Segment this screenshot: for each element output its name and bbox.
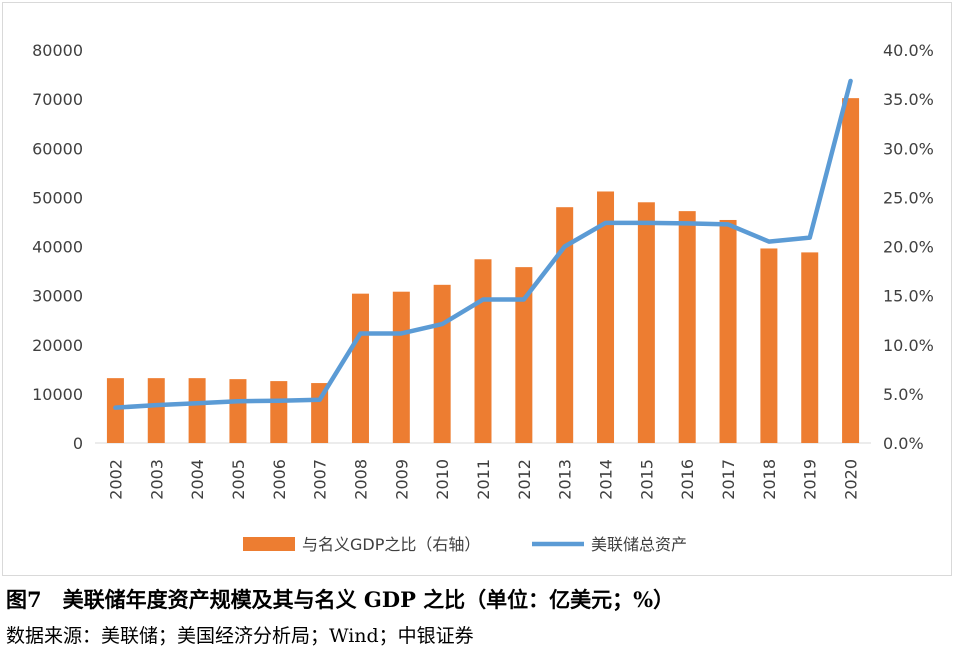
legend-bar-label: 与名义GDP之比（右轴） xyxy=(302,535,480,554)
left-tick-label: 70000 xyxy=(32,90,83,109)
bar-2018 xyxy=(760,248,778,443)
bar-2013 xyxy=(556,207,574,443)
right-tick-label: 0.0% xyxy=(883,434,924,453)
left-tick-label: 0 xyxy=(73,434,83,453)
x-tick-label: 2020 xyxy=(842,459,861,500)
bar-2008 xyxy=(351,293,369,443)
bar-2005 xyxy=(229,379,247,443)
left-tick-label: 50000 xyxy=(32,188,83,207)
x-tick-label: 2008 xyxy=(351,459,370,500)
combo-chart: 0 10000 20000 30000 40000 50000 60000 70000 8000… xyxy=(32,41,934,554)
x-tick-label: 2017 xyxy=(719,459,738,500)
bar-series xyxy=(106,98,860,443)
x-tick-label: 2019 xyxy=(801,459,820,500)
bar-2009 xyxy=(392,291,410,443)
right-tick-label: 10.0% xyxy=(883,336,934,355)
bar-2003 xyxy=(147,378,165,443)
legend: 与名义GDP之比（右轴） 美联储总资产 xyxy=(243,535,687,554)
bar-2012 xyxy=(515,267,533,443)
x-tick-label: 2007 xyxy=(311,459,330,500)
x-tick-label: 2009 xyxy=(392,459,411,500)
data-source: 数据来源：美联储；美国经济分析局；Wind；中银证券 xyxy=(6,625,474,647)
bar-2019 xyxy=(801,252,819,443)
left-axis-ticks: 0 10000 20000 30000 40000 50000 60000 70000 8000… xyxy=(32,41,83,453)
bar-2016 xyxy=(678,211,696,443)
chart-frame: 0 10000 20000 30000 40000 50000 60000 70000 8000… xyxy=(2,2,952,576)
x-tick-label: 2006 xyxy=(270,459,289,500)
right-axis-ticks: 0.0% 5.0% 10.0% 15.0% 20.0% 25.0% 30.0% 35.0% 40… xyxy=(883,41,934,453)
legend-line-label: 美联储总资产 xyxy=(591,535,687,554)
left-tick-label: 30000 xyxy=(32,287,83,306)
x-tick-label: 2013 xyxy=(556,459,575,500)
bar-2017 xyxy=(719,219,737,443)
bar-2010 xyxy=(433,284,451,443)
x-tick-label: 2010 xyxy=(433,459,452,500)
right-tick-label: 35.0% xyxy=(883,90,934,109)
bar-2002 xyxy=(106,378,124,443)
x-tick-label: 2012 xyxy=(515,459,534,500)
x-tick-label: 2002 xyxy=(106,459,125,500)
right-tick-label: 40.0% xyxy=(883,41,934,60)
right-tick-label: 25.0% xyxy=(883,188,934,207)
left-tick-label: 40000 xyxy=(32,238,83,257)
left-tick-label: 20000 xyxy=(32,336,83,355)
right-tick-label: 15.0% xyxy=(883,287,934,306)
x-tick-label: 2004 xyxy=(188,459,207,500)
bar-2006 xyxy=(270,381,288,443)
right-tick-label: 30.0% xyxy=(883,139,934,158)
left-tick-label: 60000 xyxy=(32,139,83,158)
left-tick-label: 80000 xyxy=(32,41,83,60)
bar-2014 xyxy=(597,191,615,443)
left-tick-label: 10000 xyxy=(32,385,83,404)
bar-2004 xyxy=(188,378,206,443)
x-tick-label: 2016 xyxy=(678,459,697,500)
legend-bar-swatch xyxy=(243,537,295,551)
figure-caption: 图7 美联储年度资产规模及其与名义 GDP 之比（单位：亿美元；%） xyxy=(6,587,675,612)
x-tick-label: 2018 xyxy=(760,459,779,500)
right-tick-label: 5.0% xyxy=(883,385,924,404)
x-tick-label: 2015 xyxy=(637,459,656,500)
x-tick-label: 2003 xyxy=(147,459,166,500)
x-tick-label: 2005 xyxy=(229,459,248,500)
x-tick-label: 2014 xyxy=(597,459,616,500)
line-series xyxy=(113,78,853,410)
bar-2020 xyxy=(842,98,860,443)
x-tick-label: 2011 xyxy=(474,459,493,500)
x-axis-ticks: 2002 2003 2004 2005 2006 2007 2008 2009 2010 2011… xyxy=(106,459,860,500)
bar-2011 xyxy=(474,259,492,443)
right-tick-label: 20.0% xyxy=(883,238,934,257)
bar-2015 xyxy=(637,202,655,443)
